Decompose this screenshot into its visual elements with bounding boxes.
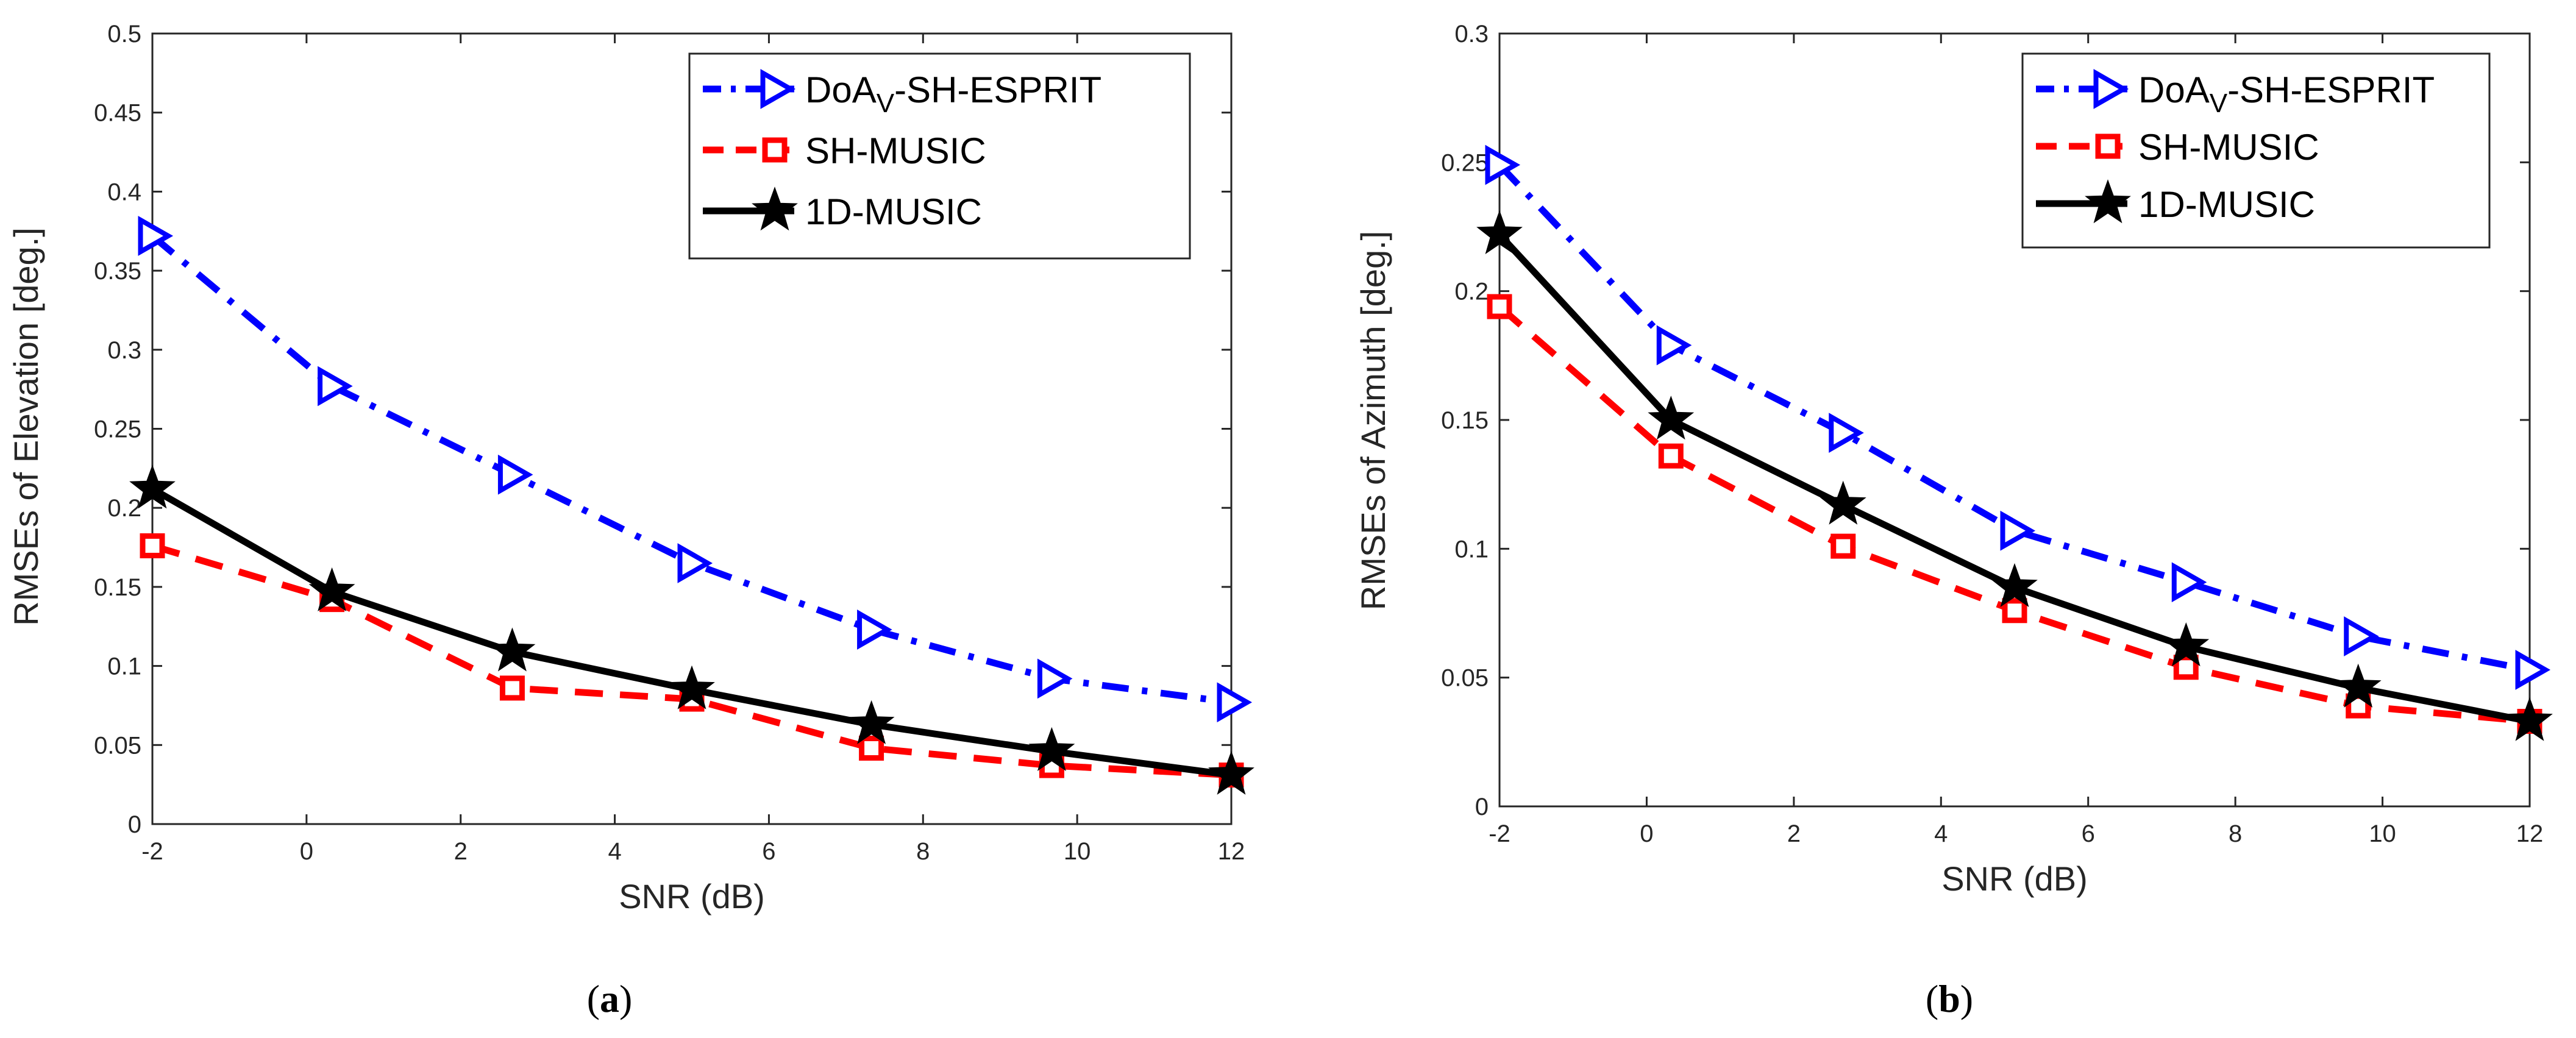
- y-tick-label: 0.1: [107, 653, 141, 680]
- data-point-shmusic: [2002, 598, 2027, 624]
- data-point-shmusic: [1658, 443, 1684, 469]
- data-point-esprit: [1829, 413, 1864, 453]
- x-tick-label: -2: [141, 838, 163, 865]
- data-point-esprit: [2171, 562, 2207, 603]
- legend-marker-music1d: [752, 187, 798, 231]
- x-tick-label: 10: [1064, 838, 1091, 865]
- data-point-music1d: [2163, 622, 2210, 667]
- legend-label-esprit: DoAV-SH-ESPRIT: [805, 69, 1101, 118]
- data-point-music1d: [129, 464, 176, 509]
- legend-marker-esprit: [2093, 69, 2129, 109]
- data-point-music1d: [1208, 750, 1254, 795]
- y-tick-label: 0.05: [1441, 665, 1489, 692]
- x-tick-label: 2: [1787, 820, 1801, 847]
- data-point-music1d: [2335, 663, 2382, 708]
- y-tick-label: 0: [1475, 794, 1489, 820]
- data-point-shmusic: [140, 533, 165, 558]
- data-point-music1d: [1820, 480, 1866, 525]
- legend-marker-esprit: [760, 69, 796, 109]
- data-point-esprit: [1037, 658, 1073, 699]
- y-tick-label: 0.2: [1454, 279, 1489, 305]
- data-point-esprit: [1656, 325, 1692, 366]
- y-tick-label: 0.5: [107, 21, 141, 48]
- y-tick-label: 0.05: [94, 732, 141, 759]
- y-axis-label: RMSEs of Elevation [deg.]: [7, 227, 45, 626]
- legend-label-music1d: 1D-MUSIC: [805, 191, 982, 232]
- x-tick-label: 2: [454, 838, 468, 865]
- y-tick-label: 0.15: [1441, 407, 1489, 434]
- x-tick-label: 4: [608, 838, 621, 865]
- data-point-esprit: [857, 610, 892, 650]
- y-tick-label: 0.3: [1454, 21, 1489, 48]
- data-point-music1d: [1476, 210, 1523, 254]
- data-point-shmusic: [1831, 533, 1856, 559]
- data-point-music1d: [1028, 727, 1075, 771]
- data-point-music1d: [489, 627, 536, 672]
- data-point-esprit: [1485, 144, 1521, 185]
- x-tick-label: 8: [2229, 820, 2242, 847]
- y-tick-label: 0.3: [107, 337, 141, 364]
- x-tick-label: 12: [2516, 820, 2544, 847]
- data-point-music1d: [2507, 697, 2553, 741]
- x-tick-label: 12: [1218, 838, 1245, 865]
- data-point-music1d: [1648, 396, 1695, 440]
- data-point-esprit: [1217, 682, 1253, 723]
- legend-label-music1d: 1D-MUSIC: [2138, 184, 2315, 225]
- y-tick-label: 0.2: [107, 495, 141, 522]
- data-point-esprit: [2000, 510, 2036, 551]
- legend-marker-music1d: [2085, 179, 2131, 224]
- y-tick-label: 0.25: [1441, 149, 1489, 176]
- y-tick-label: 0.4: [107, 179, 141, 205]
- panel-label: (a): [587, 977, 633, 1020]
- legend: DoAV-SH-ESPRIT SH-MUSIC 1D-MUSIC: [688, 52, 1191, 260]
- legend-label-esprit: DoAV-SH-ESPRIT: [2138, 69, 2435, 118]
- legend-label-shmusic: SH-MUSIC: [805, 130, 986, 171]
- data-point-shmusic: [499, 675, 525, 701]
- x-tick-label: 4: [1934, 820, 1948, 847]
- data-point-music1d: [1991, 563, 2038, 607]
- y-tick-label: 0.35: [94, 258, 141, 285]
- data-point-esprit: [2515, 650, 2551, 690]
- data-point-shmusic: [1487, 294, 1512, 319]
- data-point-music1d: [848, 700, 895, 744]
- x-tick-label: 6: [762, 838, 775, 865]
- y-tick-label: 0: [128, 811, 141, 838]
- x-tick-label: -2: [1489, 820, 1510, 847]
- panel-label: (b): [1926, 977, 1973, 1020]
- x-axis-label: SNR (dB): [619, 877, 765, 915]
- x-tick-label: 8: [916, 838, 930, 865]
- data-point-esprit: [138, 216, 174, 256]
- x-tick-label: 0: [300, 838, 313, 865]
- data-point-music1d: [669, 665, 715, 709]
- chart-panel-a: -2 0 2 4 6 8 10 1200.050.10.150.20.250.30.350.4…: [7, 21, 1254, 1020]
- legend-marker-shmusic: [762, 137, 788, 163]
- x-tick-label: 0: [1640, 820, 1653, 847]
- legend-marker-shmusic: [2095, 133, 2121, 159]
- data-point-esprit: [677, 543, 713, 583]
- y-tick-label: 0.45: [94, 100, 141, 127]
- y-tick-label: 0.1: [1454, 536, 1489, 563]
- data-point-esprit: [318, 366, 353, 407]
- data-point-esprit: [497, 454, 533, 495]
- data-point-esprit: [2344, 616, 2379, 656]
- legend: DoAV-SH-ESPRIT SH-MUSIC 1D-MUSIC: [2021, 52, 2491, 249]
- y-tick-label: 0.15: [94, 574, 141, 601]
- y-tick-label: 0.25: [94, 416, 141, 443]
- data-point-music1d: [308, 567, 355, 611]
- x-axis-label: SNR (dB): [1941, 859, 2088, 898]
- y-axis-label: RMSEs of Azimuth [deg.]: [1354, 231, 1392, 610]
- x-tick-label: 10: [2369, 820, 2396, 847]
- x-tick-label: 6: [2082, 820, 2095, 847]
- data-point-shmusic: [859, 735, 884, 761]
- legend-label-shmusic: SH-MUSIC: [2138, 127, 2319, 168]
